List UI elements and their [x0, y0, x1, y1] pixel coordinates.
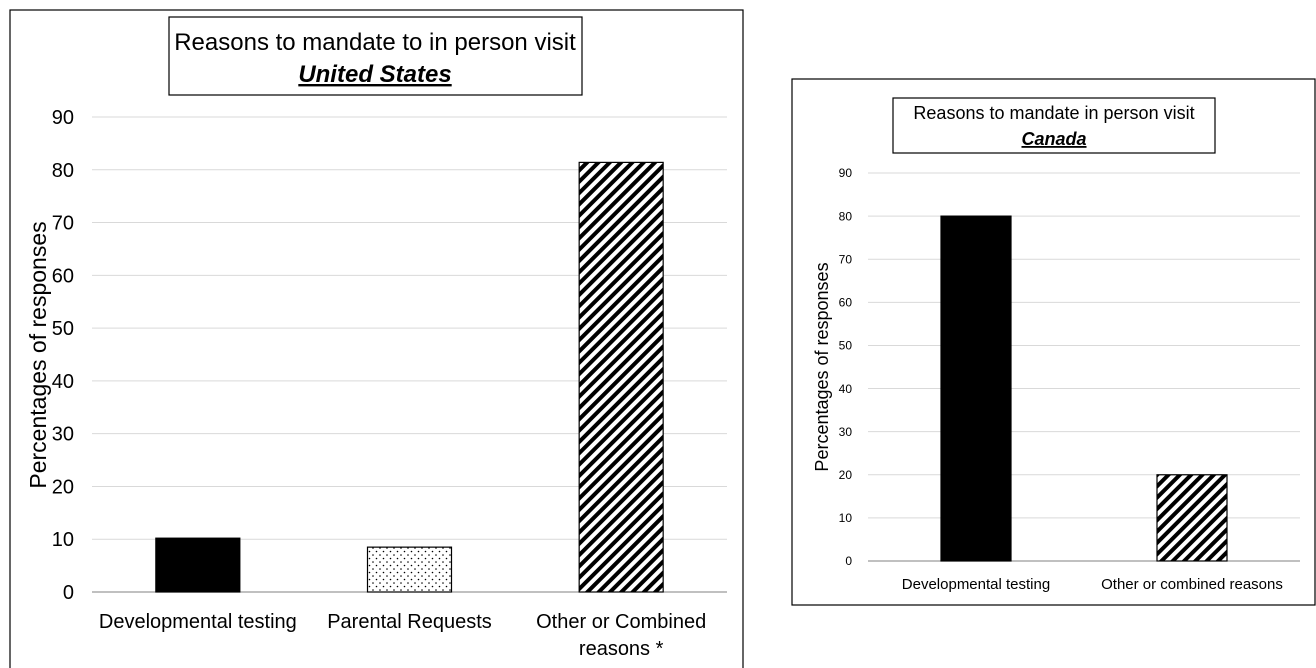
us-x-tick-label: Developmental testing [99, 611, 297, 633]
us-chart-title: Reasons to mandate to in person visit [174, 29, 576, 56]
ca-y-tick-label: 40 [839, 382, 853, 396]
canada-chart-subtitle: Canada [1021, 129, 1086, 149]
us-bar [155, 537, 241, 593]
canada-chart-title: Reasons to mandate in person visit [913, 103, 1194, 123]
us-y-tick-label: 40 [52, 371, 74, 393]
us-bar [578, 161, 664, 593]
us-y-tick-label: 30 [52, 424, 74, 446]
ca-y-tick-label: 0 [845, 554, 852, 568]
us-y-tick-label: 0 [63, 582, 74, 604]
canada-panel-frame [791, 78, 1316, 606]
us-chart-subtitle: United States [298, 61, 451, 88]
canada-y-tick-labels: 0 10 20 30 40 50 60 70 80 90 [839, 166, 853, 568]
canada-y-axis-label: Percentages of responses [812, 262, 832, 471]
us-x-tick-label: Other or Combined [536, 611, 706, 633]
ca-bar [1156, 474, 1228, 562]
us-title-box [168, 16, 583, 96]
us-y-tick-label: 20 [52, 476, 74, 498]
ca-y-tick-label: 70 [839, 252, 853, 266]
us-y-tick-label: 80 [52, 160, 74, 182]
ca-y-tick-label: 50 [839, 339, 853, 353]
us-y-tick-label: 10 [52, 529, 74, 551]
ca-y-tick-label: 10 [839, 511, 853, 525]
us-panel-frame [9, 9, 744, 668]
canada-x-tick-labels: Developmental testing Other or combined r… [902, 576, 1283, 593]
us-y-tick-labels: 0 10 20 30 40 50 60 70 80 90 [52, 107, 74, 604]
ca-x-tick-label: Developmental testing [902, 576, 1050, 593]
ca-x-tick-label: Other or combined reasons [1101, 576, 1283, 593]
us-bars [155, 161, 664, 593]
us-y-axis-label: Percentages of responses [25, 221, 51, 488]
ca-y-tick-label: 80 [839, 209, 853, 223]
us-x-tick-labels: Developmental testing Parental Requests Ot… [99, 611, 706, 660]
ca-y-tick-label: 20 [839, 468, 853, 482]
ca-y-tick-label: 90 [839, 166, 853, 180]
ca-y-tick-label: 30 [839, 425, 853, 439]
canada-title-box [892, 97, 1216, 154]
us-bar [366, 546, 453, 593]
us-y-tick-label: 90 [52, 107, 74, 129]
us-x-tick-label: Parental Requests [327, 611, 492, 633]
us-y-tick-label: 60 [52, 265, 74, 287]
ca-bar [940, 215, 1012, 562]
canada-gridlines [868, 172, 1300, 562]
us-y-tick-label: 50 [52, 318, 74, 340]
us-y-tick-label: 70 [52, 213, 74, 235]
ca-y-tick-label: 60 [839, 296, 853, 310]
us-x-tick-label: reasons * [579, 638, 664, 660]
canada-bars [940, 215, 1228, 562]
